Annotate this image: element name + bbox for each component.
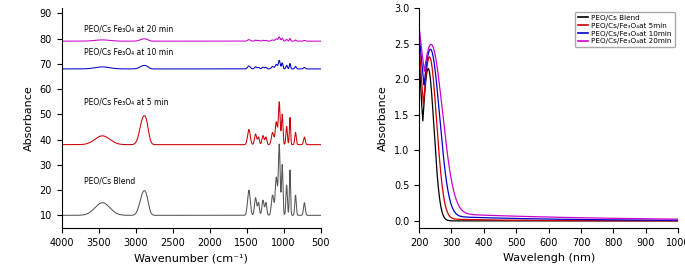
Text: PEO/Cs Blend: PEO/Cs Blend <box>84 176 135 185</box>
Text: PEO/Cs Fe₃O₄ at 10 min: PEO/Cs Fe₃O₄ at 10 min <box>84 47 173 56</box>
Y-axis label: Absorbance: Absorbance <box>378 85 388 151</box>
Y-axis label: Absorbance: Absorbance <box>24 85 34 151</box>
Legend: PEO/Cs Blend, PEO/Cs/Fe₃O₄at 5min, PEO/Cs/Fe₃O₄at 10min, PEO/Cs/Fe₃O₄at 20min: PEO/Cs Blend, PEO/Cs/Fe₃O₄at 5min, PEO/C… <box>575 12 675 47</box>
X-axis label: Wavelengh (nm): Wavelengh (nm) <box>503 253 595 263</box>
Text: PEO/Cs Fe₃O₄ at 20 min: PEO/Cs Fe₃O₄ at 20 min <box>84 24 173 34</box>
X-axis label: Wavenumber (cm⁻¹): Wavenumber (cm⁻¹) <box>134 253 248 263</box>
Text: PEO/Cs Fe₃O₄ at 5 min: PEO/Cs Fe₃O₄ at 5 min <box>84 98 169 107</box>
